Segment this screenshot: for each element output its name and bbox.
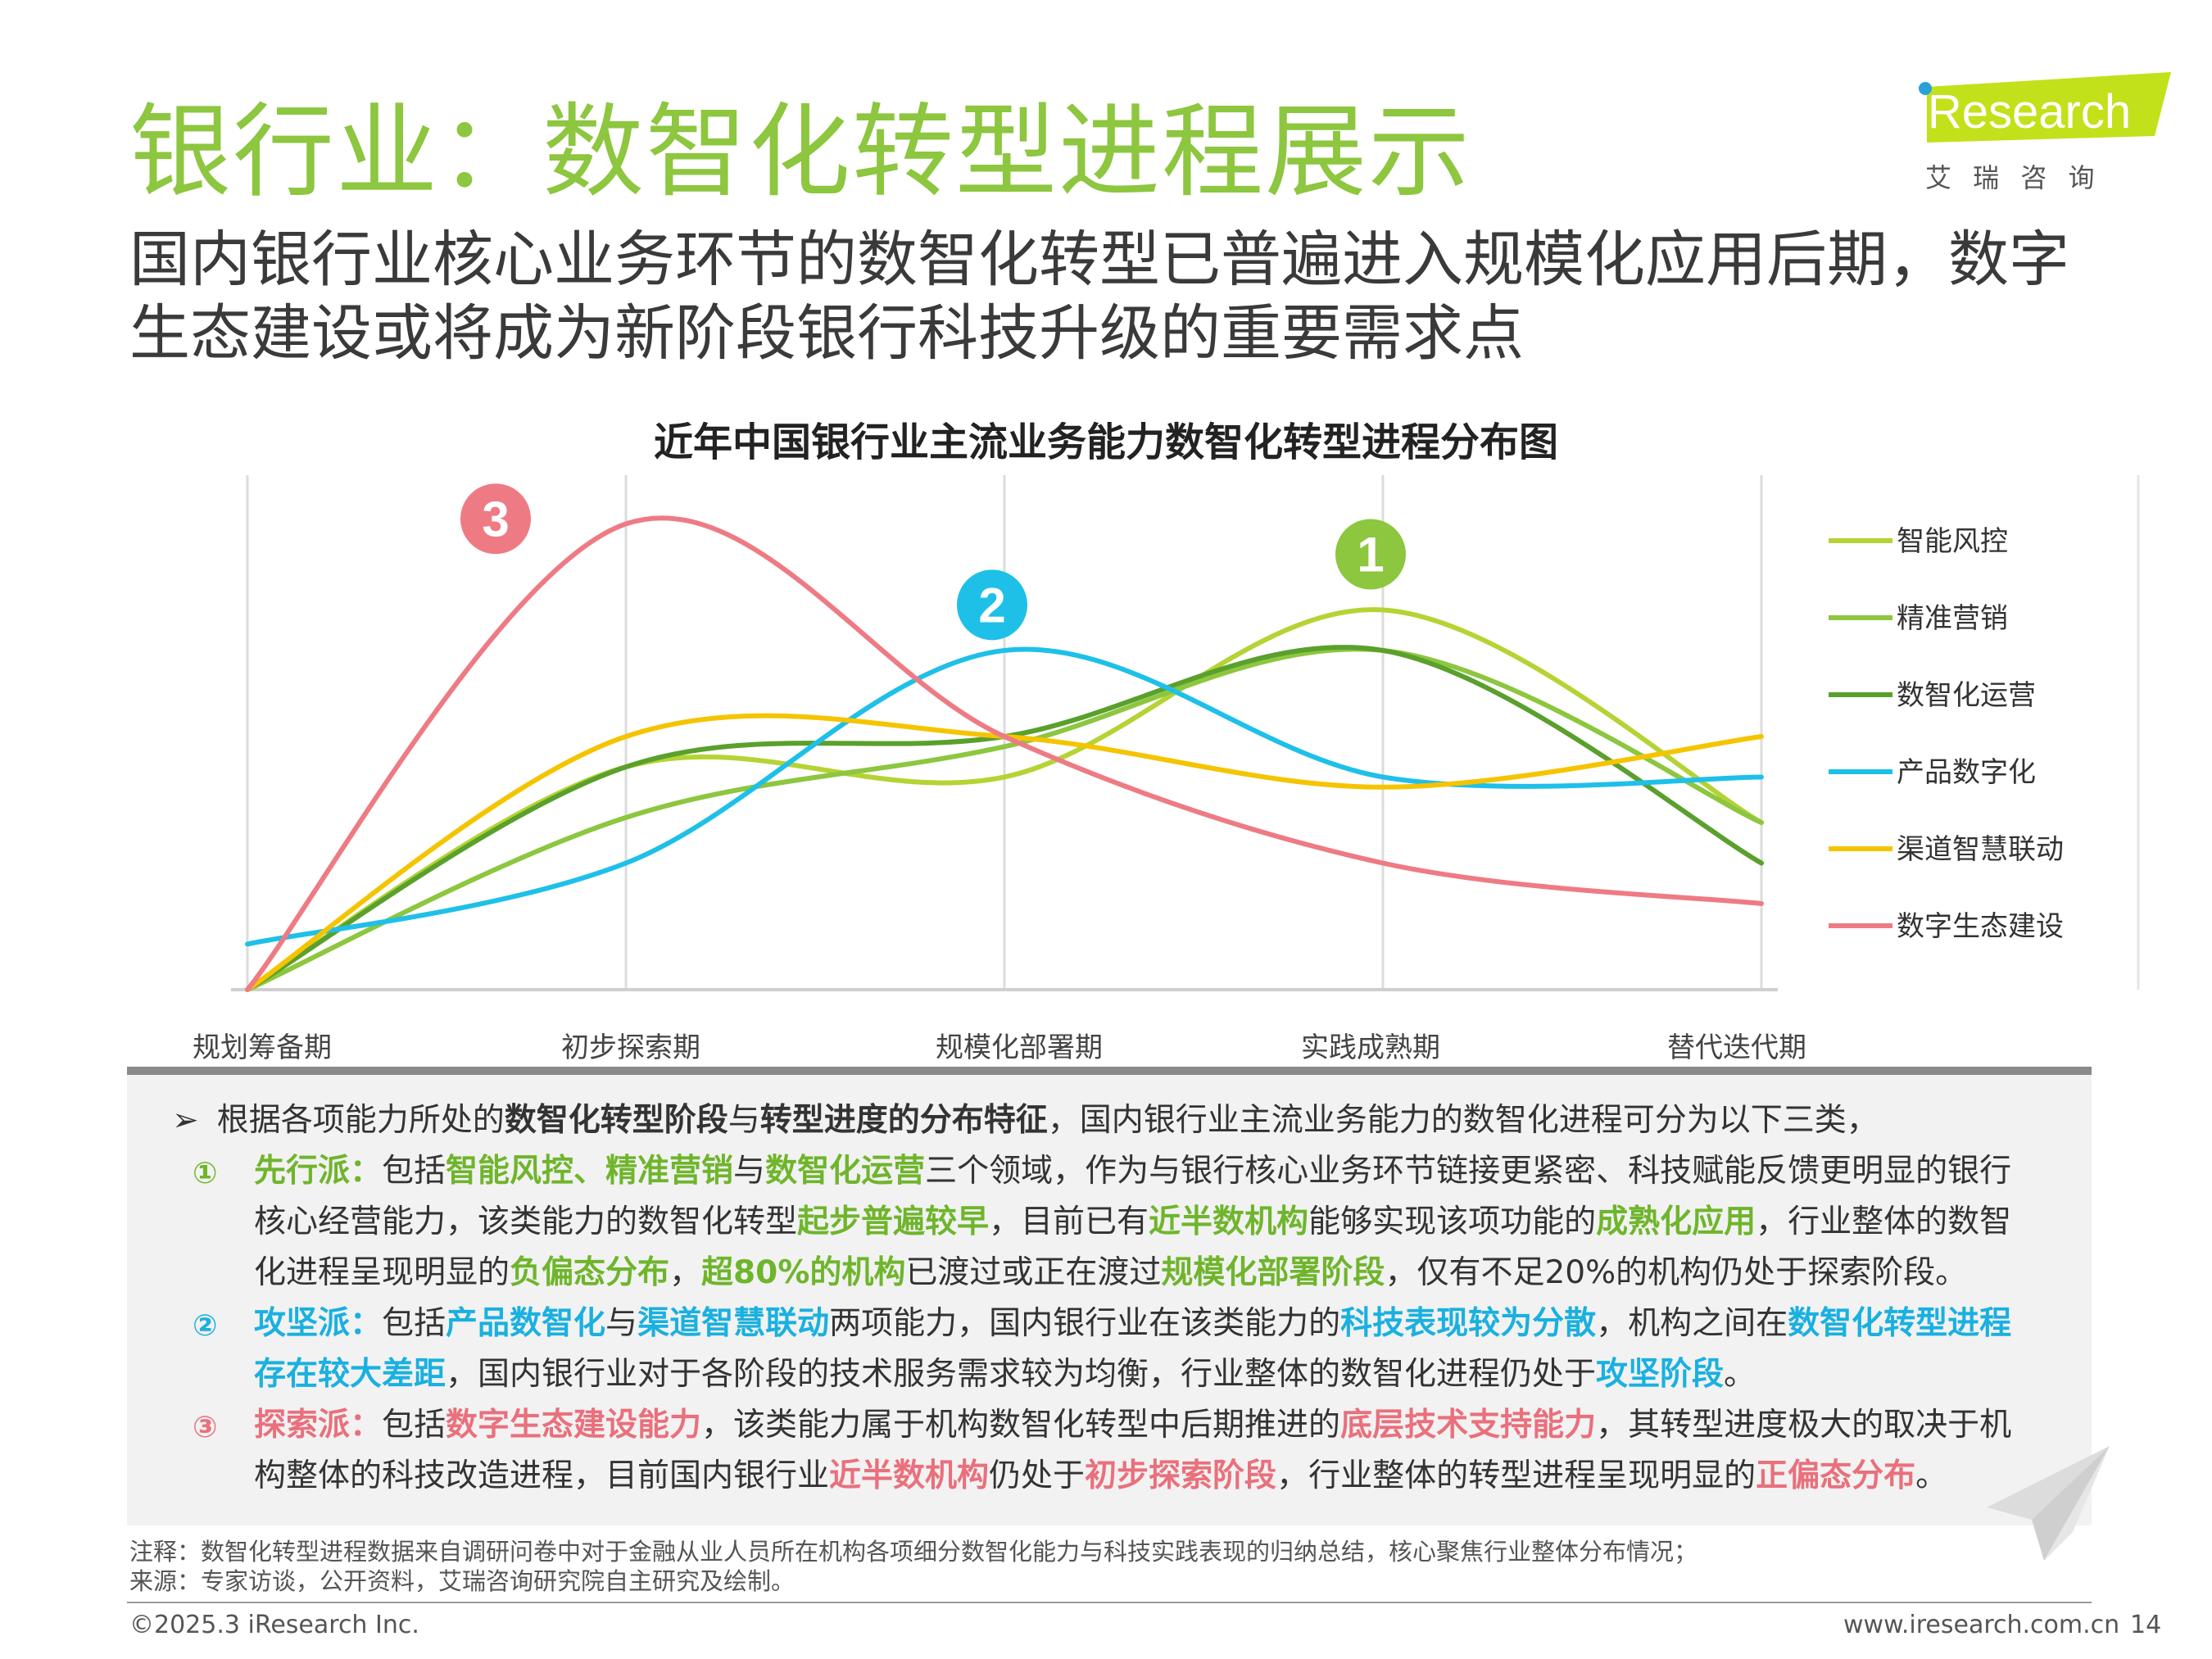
legend-item-1: 智能风控 bbox=[1829, 525, 2008, 558]
item3-number: ③ bbox=[193, 1411, 218, 1444]
svg-text:智能风控: 智能风控 bbox=[1897, 525, 2008, 558]
item2-line2: 存在较大差距，国内银行业对于各阶段的技术服务需求较为均衡，行业整体的数智化进程仍… bbox=[254, 1356, 1756, 1393]
marker-1: 1 bbox=[1335, 519, 1406, 590]
item1-number: ① bbox=[193, 1157, 218, 1190]
marker-3: 3 bbox=[460, 483, 531, 555]
series-line-1 bbox=[245, 607, 1764, 992]
marker-2: 2 bbox=[957, 569, 1027, 641]
chart-grid bbox=[231, 475, 2140, 991]
x-tick-label: 实践成熟期 bbox=[1301, 1031, 1440, 1064]
svg-text:精准营销: 精准营销 bbox=[1897, 602, 2008, 635]
copyright: ©2025.3 iResearch Inc. bbox=[129, 1611, 419, 1639]
svg-text:3: 3 bbox=[482, 492, 509, 546]
paper-plane-icon bbox=[1987, 1446, 2110, 1561]
source-text: 来源：专家访谈，公开资料，艾瑞咨询研究院自主研究及绘制。 bbox=[129, 1567, 796, 1596]
legend-item-2: 精准营销 bbox=[1829, 602, 2008, 635]
logo-text: iResearch bbox=[1917, 85, 2131, 138]
item3-line2: 构整体的科技改造进程，目前国内银行业近半数机构仍处于初步探索阶段，行业整体的转型… bbox=[254, 1457, 1948, 1494]
item1-line2: 核心经营能力，该类能力的数智化转型起步普遍较早，目前已有近半数机构能够实现该项功… bbox=[254, 1203, 2012, 1240]
notes: 注释：数智化转型进程数据来自调研问卷中对于金融从业人员所在机构各项细分数智化能力… bbox=[129, 1537, 1698, 1597]
iresearch-logo: iResearch 艾 瑞 咨 询 bbox=[1917, 72, 2171, 193]
item2-line1: 攻坚派：包括产品数智化与渠道智慧联动两项能力，国内银行业在该类能力的科技表现较为… bbox=[254, 1305, 2012, 1342]
x-tick-label: 初步探索期 bbox=[561, 1031, 700, 1064]
website-link[interactable]: www.iresearch.com.cn bbox=[1843, 1611, 2120, 1639]
x-tick-label: 替代迭代期 bbox=[1667, 1031, 1806, 1064]
legend-item-3: 数智化运营 bbox=[1829, 679, 2036, 712]
item1-line1: 先行派：包括智能风控、精准营销与数智化运营三个领域，作为与银行核心业务环节链接更… bbox=[254, 1153, 2012, 1190]
svg-text:数智化运营: 数智化运营 bbox=[1897, 679, 2036, 712]
item1-line3: 化进程呈现明显的负偏态分布，超80%的机构已渡过或正在渡过规模化部署阶段，仅有不… bbox=[254, 1254, 1968, 1291]
svg-text:2: 2 bbox=[978, 578, 1005, 632]
page-title: 银行业：数智化转型进程展示 bbox=[129, 93, 1472, 211]
chart-title: 近年中国银行业主流业务能力数智化转型进程分布图 bbox=[653, 419, 1558, 465]
svg-text:产品数字化: 产品数字化 bbox=[1897, 756, 2036, 789]
svg-text:1: 1 bbox=[1357, 528, 1384, 582]
chart-markers: 1 2 3 bbox=[460, 483, 1406, 641]
page-subtitle: 国内银行业核心业务环节的数智化转型已普遍进入规模化应用后期，数字生态建设或将成为… bbox=[129, 224, 2069, 369]
svg-text:数字生态建设: 数字生态建设 bbox=[1897, 910, 2064, 943]
chart-x-axis: 规划筹备期 初步探索期 规模化部署期 实践成熟期 替代迭代期 bbox=[193, 1031, 1806, 1064]
item3-line1: 探索派：包括数字生态建设能力，该类能力属于机构数智化转型中后期推进的底层技术支持… bbox=[254, 1407, 2012, 1444]
bullet-arrow-icon: ➢ bbox=[172, 1102, 199, 1139]
chart-series bbox=[245, 515, 1764, 992]
page-number: 14 bbox=[2130, 1611, 2162, 1639]
legend-item-4: 产品数字化 bbox=[1829, 756, 2036, 789]
series-line-6 bbox=[245, 515, 1764, 992]
series-line-4 bbox=[245, 646, 1764, 947]
svg-text:渠道智慧联动: 渠道智慧联动 bbox=[1897, 833, 2064, 866]
item2-number: ② bbox=[193, 1309, 218, 1343]
x-tick-label: 规划筹备期 bbox=[193, 1031, 332, 1064]
x-tick-label: 规模化部署期 bbox=[936, 1031, 1103, 1064]
legend-item-5: 渠道智慧联动 bbox=[1829, 833, 2064, 866]
summary-intro: ➢ 根据各项能力所处的数智化转型阶段与转型进度的分布特征，国内银行业主流业务能力的… bbox=[172, 1102, 1879, 1139]
note-text: 注释：数智化转型进程数据来自调研问卷中对于金融从业人员所在机构各项细分数智化能力… bbox=[129, 1538, 1698, 1566]
summary-box: ➢ 根据各项能力所处的数智化转型阶段与转型进度的分布特征，国内银行业主流业务能力的… bbox=[127, 1075, 2092, 1525]
footer-divider bbox=[127, 1602, 2092, 1603]
divider bbox=[127, 1067, 2092, 1075]
series-line-2 bbox=[245, 646, 1764, 992]
chart: 1 2 3 规划筹备期 初步探索期 规模化部署期 实践成熟期 替代迭代期 智能风控精准营销数… bbox=[193, 475, 2140, 1064]
logo-cn: 艾 瑞 咨 询 bbox=[1925, 162, 2101, 193]
legend-item-6: 数字生态建设 bbox=[1829, 910, 2064, 943]
